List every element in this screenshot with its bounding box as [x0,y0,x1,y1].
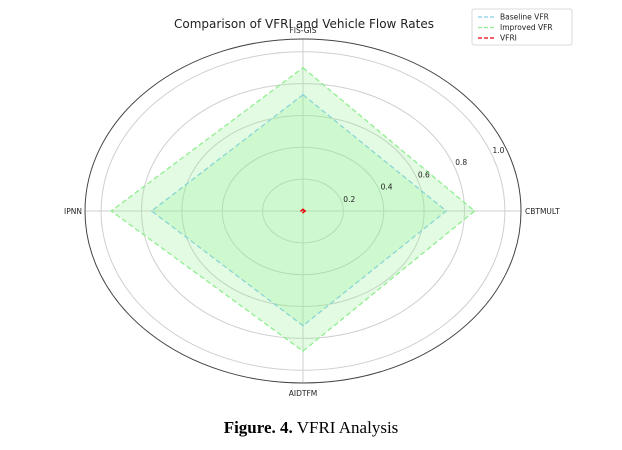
series-2-point-1 [302,66,304,69]
legend-label-2: Improved VFR [500,23,553,32]
series-3-point-1 [302,208,304,211]
grid-layer [84,38,522,384]
radial-tick-label-2: 0.4 [381,183,393,192]
series-fill-2 [111,67,475,352]
series-3-point-2 [304,210,306,212]
series-1-point-4 [150,210,153,212]
series-fill-1 [151,94,447,326]
radial-tick-label-3: 0.6 [418,170,430,179]
axis-label-fis-gis: FIS-GIS [289,26,316,35]
series-2-point-3 [302,350,304,352]
axis-label-ipnn: IPNN [64,207,82,216]
legend-box [471,8,573,46]
series-line-3 [299,208,307,214]
radial-tick-label-5: 1.0 [492,146,504,155]
figure-caption: Figure. 4. VFRI Analysis [0,418,622,438]
caption-label: Figure. 4. [223,418,293,437]
radar-frame [84,38,522,384]
legend-label-3: VFRI [500,34,517,43]
series-1-point-3 [302,324,304,327]
series-1-point-2 [445,210,448,212]
radial-tick-label-1: 0.2 [343,195,355,204]
label-layer: FIS-GIS CBTMULT AIDTFM IPNN 0.2 0.4 0.6 0.8 1.0 [64,26,560,398]
series-2-point-2 [473,210,476,212]
caption-text: VFRI Analysis [292,418,399,437]
chart-title: Comparison of VFRI and Vehicle Flow Rate… [174,17,434,31]
axis-label-aidtfm: AIDTFM [289,389,317,398]
series-2-point-4 [110,210,113,212]
series-layer [110,66,476,352]
series-line-2 [110,66,476,352]
series-1-point-1 [302,93,304,96]
series-3-point-4 [300,210,302,212]
axis-label-cbtmult: CBTMULT [525,207,560,216]
radial-tick-label-4: 0.8 [455,158,467,167]
legend-label-1: Baseline VFR [500,13,549,22]
series-3-point-3 [302,211,304,214]
